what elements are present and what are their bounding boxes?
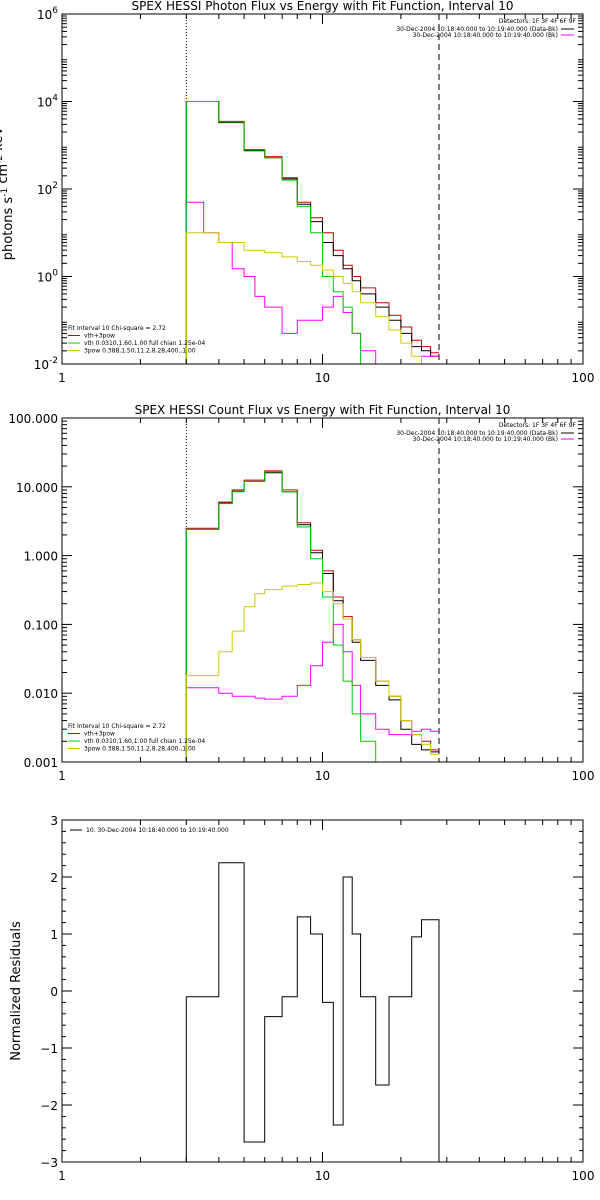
legend-bottom-entry: vth 0.0310,1.60,1.00 full chian 1.25e-04 [84,340,205,347]
series-vth [185,471,377,762]
detector-label: Detectors: 1F 3F 4F 6F 9F [499,422,577,429]
y-tick-label: 0 [50,985,58,999]
chart-title: SPEX HESSI Photon Flux vs Energy with Fi… [132,0,514,13]
series-bk [185,623,439,762]
series-3pow [185,232,422,364]
y-tick-label: −1 [40,1042,58,1056]
x-tick-label: 100 [572,1169,595,1183]
x-tick-label: 100 [572,371,595,385]
y-axis-label: photons s-1 cm-2 keV-1 [0,118,16,260]
legend-top-left-entry: 10. 30-Dec-2004 10:18:40.000 to 10:19:40… [86,827,229,834]
y-tick-label: 3 [50,814,58,828]
legend-bottom-entry: Fit Interval 10 Chi-square = 2.72 [68,723,166,730]
chart-1: SPEX HESSI Photon Flux vs Energy with Fi… [0,0,594,385]
y-tick-label: −2 [40,1099,58,1113]
x-tick-label: 10 [315,769,330,783]
legend-bottom-entry: Fit Interval 10 Chi-square = 2.72 [68,325,166,332]
series-10-30-dec-2004-10-18-40-000-to-10-19-40-000 [185,862,440,1162]
data-area [185,862,440,1162]
detector-label: Detectors: 1F 3F 4F 6F 9F [499,18,577,25]
chart-2: SPEX HESSI Count Flux vs Energy with Fit… [8,403,594,783]
y-tick-label: 0.010 [24,687,58,701]
legend-top-entry: 30-Dec-2004 10:18:40.000 to 10:19:40.000… [396,430,558,437]
x-tick-label: 100 [572,769,595,783]
data-area [185,470,439,762]
data-area [185,101,439,364]
y-tick-label: 1.000 [24,550,58,564]
legend-bottom-entry: 3pow 0.388,1.50,11.2,8.28,400.,1.00 [84,746,196,753]
y-tick-label: −3 [40,1156,58,1170]
y-tick-label: 2 [50,871,58,885]
x-tick-label: 1 [58,1169,66,1183]
legend-bottom-entry: vth+3pow [84,333,115,340]
x-tick-label: 1 [58,769,66,783]
y-axis-label: Normalized Residuals [9,921,24,1061]
x-tick-label: 1 [58,371,66,385]
legend-bottom-entry: 3pow 0.388,1.50,11.2,8.28,400.,1.00 [84,348,196,355]
y-tick-label: 104 [37,94,58,110]
y-tick-label: 106 [37,6,58,22]
legend-bottom-entry: vth 0.0310,1.60,1.00 full chian 1.25e-04 [84,738,205,745]
y-tick-label: 100 [37,269,58,285]
x-tick-label: 10 [315,371,330,385]
chart-3: 1 10 100 −3 −2 −1 0 1 2 3 Normalized Residuals 10. … [9,814,594,1183]
y-tick-label: 102 [37,181,58,197]
y-tick-label: 10.000 [16,481,58,495]
series-3pow [185,582,439,762]
legend-top-entry: 30-Dec-2004 10:18:40.000 to 10:19:40.000… [413,436,558,443]
y-tick-label: 10-2 [34,356,58,372]
y-tick-label: 1 [50,928,58,942]
series-vth [185,101,377,364]
y-tick-label: 100.000 [8,412,58,426]
series-bk [185,201,439,364]
legend-bottom-entry: vth+3pow [84,731,115,738]
chart-title: SPEX HESSI Count Flux vs Energy with Fit… [135,403,511,417]
x-tick-label: 10 [315,1169,330,1183]
y-tick-label: 0.001 [24,756,58,770]
y-tick-label: 0.100 [24,618,58,632]
legend-top-entry: 30-Dec-2004 10:18:40.000 to 10:19:40.000… [413,32,558,39]
legend-top-entry: 30-Dec-2004 10:18:40.000 to 10:19:40.000… [396,26,558,33]
